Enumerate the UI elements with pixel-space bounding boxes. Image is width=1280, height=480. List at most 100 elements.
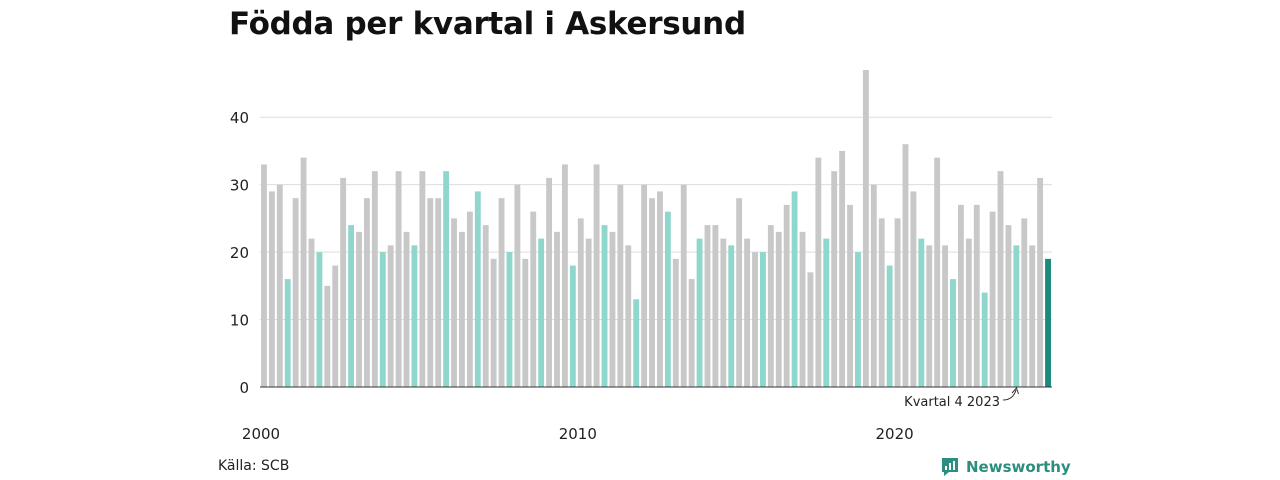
bar	[1013, 245, 1020, 387]
bar	[617, 184, 624, 387]
bar	[633, 299, 640, 387]
annotation: Kvartal 4 2023	[904, 387, 1019, 410]
y-tick-label: 20	[230, 244, 249, 262]
bar	[474, 191, 481, 387]
bar	[348, 225, 355, 387]
bar	[308, 238, 315, 387]
bar	[688, 279, 695, 387]
x-axis-tick-labels: 2000 2010 2020	[242, 425, 914, 443]
bar	[973, 204, 980, 387]
bar	[332, 265, 339, 387]
source-note: Källa: SCB	[218, 458, 290, 474]
bar	[1021, 218, 1028, 387]
bar	[641, 184, 648, 387]
bar	[736, 198, 743, 387]
bar	[855, 252, 861, 387]
bar	[569, 265, 576, 387]
bar	[1029, 245, 1036, 387]
bar	[680, 184, 687, 387]
bar	[276, 184, 283, 387]
annotation-arrow	[1002, 389, 1017, 401]
bar	[886, 265, 893, 387]
bar	[902, 144, 909, 387]
bar	[847, 204, 853, 387]
x-tick-label: 2000	[242, 425, 280, 443]
bar	[649, 198, 655, 387]
bar	[664, 211, 671, 387]
bar	[823, 238, 830, 387]
bar	[910, 191, 917, 387]
bar	[459, 231, 465, 387]
bar	[672, 258, 679, 387]
bar	[316, 252, 323, 387]
bar	[839, 150, 846, 387]
bar	[593, 164, 600, 387]
bar	[957, 204, 964, 387]
bar	[989, 211, 996, 387]
brand-name: Newsworthy	[966, 458, 1071, 476]
bar	[1005, 225, 1012, 387]
bar	[981, 292, 988, 387]
bar	[926, 245, 933, 387]
bar	[395, 171, 402, 387]
bar	[292, 198, 299, 387]
bar	[419, 171, 426, 387]
bar	[379, 252, 386, 387]
bar	[601, 225, 608, 387]
brand-logo: Newsworthy	[940, 457, 1071, 477]
bar	[870, 184, 877, 387]
bar	[712, 225, 719, 387]
bar	[878, 218, 885, 387]
bar	[411, 245, 418, 387]
bar	[284, 279, 291, 387]
bar	[403, 231, 410, 387]
bar	[435, 198, 442, 387]
bar	[720, 238, 727, 387]
bar	[1045, 258, 1051, 387]
x-tick-label: 2020	[876, 425, 914, 443]
bar	[862, 70, 869, 387]
bar	[451, 218, 457, 387]
bars	[261, 70, 1051, 387]
bar	[371, 171, 378, 387]
bar	[561, 164, 568, 387]
bar	[1037, 177, 1044, 387]
bar	[752, 252, 758, 387]
bar	[744, 238, 751, 387]
bar	[466, 211, 473, 387]
bar	[387, 245, 394, 387]
bar	[704, 225, 711, 387]
bar	[807, 272, 814, 387]
bar	[918, 238, 925, 387]
bar	[522, 258, 529, 387]
bar	[815, 157, 822, 387]
bar	[268, 191, 275, 387]
bar	[894, 218, 901, 387]
bar	[577, 218, 584, 387]
bar	[942, 245, 949, 387]
bar	[783, 204, 790, 387]
bar	[506, 252, 513, 387]
bar	[799, 231, 806, 387]
x-tick-label: 2010	[559, 425, 597, 443]
bar	[657, 191, 663, 387]
chart-title: Födda per kvartal i Askersund	[229, 6, 746, 42]
bar	[482, 225, 489, 387]
bar	[514, 184, 521, 387]
bar	[934, 157, 941, 387]
bar	[427, 198, 434, 387]
bar	[696, 238, 703, 387]
y-tick-label: 40	[230, 109, 249, 127]
bar	[728, 245, 735, 387]
bar	[530, 211, 537, 387]
gridlines	[260, 116, 1052, 321]
bar	[324, 285, 331, 387]
bar	[775, 231, 782, 387]
bar	[300, 157, 307, 387]
bar	[490, 258, 497, 387]
bar	[625, 245, 632, 387]
y-axis-tick-labels: 0 10 20 30 40	[230, 109, 249, 397]
bar	[443, 171, 450, 387]
bar	[554, 231, 560, 387]
